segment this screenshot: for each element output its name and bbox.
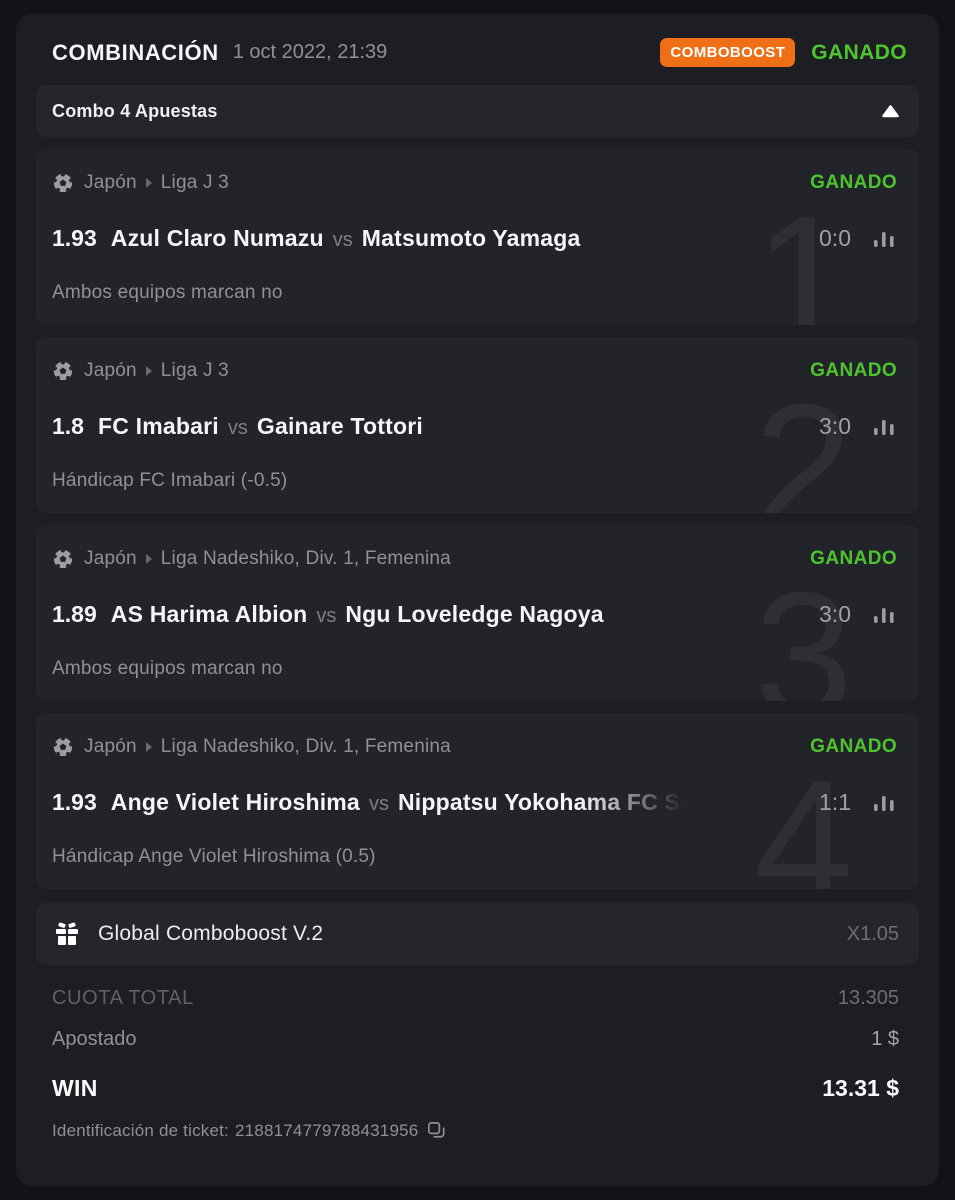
win-label: WIN (52, 1075, 98, 1101)
combo-label: Combo 4 Apuestas (52, 100, 218, 121)
comboboost-name: Global Comboboost V.2 (98, 922, 324, 945)
chevron-right-icon (145, 178, 152, 188)
league-label: Liga J 3 (160, 172, 229, 193)
league-label: Liga J 3 (160, 360, 229, 381)
comboboost-multiplier: X1.05 (846, 922, 899, 945)
stats-bars-icon[interactable] (871, 227, 897, 249)
soccer-ball-icon (52, 736, 74, 758)
match-score: 0:0 (819, 224, 851, 251)
home-team: Ange Violet Hiroshima (110, 788, 360, 815)
bet-card: 2 Japón Liga J 3 GANADO 1.8 FC Imabari v… (36, 337, 919, 513)
win-row: WIN 13.31 $ (52, 1075, 899, 1102)
vs-label: vs (227, 416, 248, 439)
away-team: Gainare Tottori (256, 412, 424, 439)
combo-collapse-row[interactable]: Combo 4 Apuestas (36, 85, 919, 137)
total-odds-label: CUOTA TOTAL (52, 987, 194, 1009)
total-odds-value: 13.305 (837, 987, 899, 1009)
win-value: 13.31 $ (822, 1075, 899, 1101)
stats-bars-icon[interactable] (871, 791, 897, 813)
bet-market: Ambos equipos marcan no (52, 282, 283, 303)
chevron-right-icon (145, 366, 152, 376)
soccer-ball-icon (52, 360, 74, 382)
bet-number-watermark: 4 (754, 743, 853, 889)
country-label: Japón (84, 172, 137, 193)
bet-card: 1 Japón Liga J 3 GANADO 1.93 Azul Claro … (36, 149, 919, 325)
vs-label: vs (368, 792, 389, 815)
country-label: Japón (84, 736, 137, 757)
vs-label: vs (332, 228, 353, 251)
copy-icon[interactable] (426, 1120, 447, 1141)
league-label: Liga Nadeshiko, Div. 1, Femenina (160, 736, 451, 757)
match-score: 1:1 (819, 788, 851, 815)
match-score: 3:0 (819, 600, 851, 627)
bet-card: 4 Japón Liga Nadeshiko, Div. 1, Femenina… (36, 713, 919, 889)
home-team: Azul Claro Numazu (110, 224, 324, 251)
total-odds-row: CUOTA TOTAL 13.305 (52, 987, 899, 1010)
ticket-id-row: Identificación de ticket: 21881747797884… (52, 1120, 899, 1141)
home-team: AS Harima Albion (110, 600, 308, 627)
match-score: 3:0 (819, 412, 851, 439)
bet-status: GANADO (810, 360, 897, 381)
bet-odds: 1.93 (52, 224, 97, 251)
bet-market: Ambos equipos marcan no (52, 658, 283, 679)
away-team: Matsumoto Yamaga (361, 224, 581, 251)
chevron-right-icon (145, 742, 152, 752)
bet-market: Hándicap Ange Violet Hiroshima (0.5) (52, 846, 376, 867)
soccer-ball-icon (52, 548, 74, 570)
chevron-right-icon (145, 554, 152, 564)
ticket-summary: CUOTA TOTAL 13.305 Apostado 1 $ WIN 13.3… (36, 965, 919, 1141)
country-label: Japón (84, 548, 137, 569)
stake-row: Apostado 1 $ (52, 1028, 899, 1051)
stake-label: Apostado (52, 1028, 137, 1050)
vs-label: vs (316, 604, 337, 627)
ticket-header: COMBINACIÓN 1 oct 2022, 21:39 COMBOBOOST… (16, 14, 939, 85)
ticket-status: GANADO (811, 40, 907, 64)
away-team: Nippatsu Yokohama FC Se (397, 788, 694, 815)
bet-number-watermark: 2 (754, 367, 853, 513)
stats-bars-icon[interactable] (871, 415, 897, 437)
ticket-id-label: Identificación de ticket: (52, 1120, 229, 1140)
bet-odds: 1.93 (52, 788, 97, 815)
comboboost-row: Global Comboboost V.2 X1.05 (36, 903, 919, 965)
comboboost-badge: COMBOBOOST (660, 38, 796, 67)
bet-status: GANADO (810, 172, 897, 193)
gift-icon (54, 921, 80, 947)
stake-value: 1 $ (871, 1028, 899, 1050)
bet-odds: 1.89 (52, 600, 97, 627)
soccer-ball-icon (52, 172, 74, 194)
country-label: Japón (84, 360, 137, 381)
league-label: Liga Nadeshiko, Div. 1, Femenina (160, 548, 451, 569)
bet-number-watermark: 1 (754, 179, 853, 325)
ticket-type-title: COMBINACIÓN (52, 39, 219, 65)
away-team: Ngu Loveledge Nagoya (345, 600, 604, 627)
home-team: FC Imabari (97, 412, 219, 439)
bet-status: GANADO (810, 736, 897, 757)
bet-ticket-card: COMBINACIÓN 1 oct 2022, 21:39 COMBOBOOST… (16, 14, 939, 1186)
bet-card: 3 Japón Liga Nadeshiko, Div. 1, Femenina… (36, 525, 919, 701)
bet-odds: 1.8 (52, 412, 84, 439)
bet-number-watermark: 3 (754, 555, 853, 701)
bet-status: GANADO (810, 548, 897, 569)
bet-market: Hándicap FC Imabari (-0.5) (52, 470, 288, 491)
ticket-id-value: 2188174779788431956 (234, 1120, 419, 1140)
ticket-date: 1 oct 2022, 21:39 (232, 41, 388, 63)
stats-bars-icon[interactable] (871, 603, 897, 625)
triangle-up-icon[interactable] (882, 104, 899, 118)
